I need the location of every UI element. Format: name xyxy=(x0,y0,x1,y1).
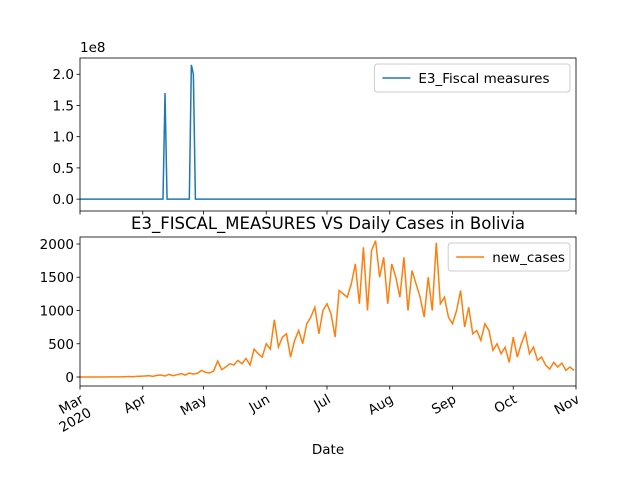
chart-title: E3_FISCAL_MEASURES VS Daily Cases in Bol… xyxy=(131,214,525,234)
x-tick-label: Jun xyxy=(246,391,273,416)
x-tick-label: Apr xyxy=(121,391,150,417)
legend-box xyxy=(447,242,571,272)
y-tick-label: 2000 xyxy=(40,237,74,253)
y-tick-label: 1.0 xyxy=(53,130,74,146)
legend-box xyxy=(373,63,571,93)
data-line xyxy=(80,240,575,378)
legend-label: new_cases xyxy=(492,250,565,266)
x-tick-label: Nov xyxy=(552,391,583,418)
plot-area xyxy=(80,64,576,200)
legend-label: E3_Fiscal measures xyxy=(418,71,549,87)
y-tick-label: 1000 xyxy=(40,304,74,320)
x-tick-label: Aug xyxy=(365,391,396,418)
y-tick-label: 0.0 xyxy=(53,192,74,208)
x-tick-label: Mar2020 xyxy=(49,391,95,436)
data-line xyxy=(80,64,576,200)
x-tick-label: Sep xyxy=(429,391,459,418)
x-tick-label: May xyxy=(178,391,210,419)
y-tick-label: 2.0 xyxy=(53,67,74,83)
x-tick-label: Jul xyxy=(311,391,334,414)
y-tick-label: 0.5 xyxy=(53,161,74,177)
plot-area xyxy=(80,240,575,378)
y-tick-label: 1.5 xyxy=(53,98,74,114)
y-tick-label: 1500 xyxy=(40,270,74,286)
x-tick-label: Oct xyxy=(492,391,520,417)
x-axis-label: Date xyxy=(312,442,344,458)
axes-frame xyxy=(79,57,577,212)
y-tick-label: 0 xyxy=(65,370,74,386)
y-offset-label: 1e8 xyxy=(80,40,105,56)
y-tick-label: 500 xyxy=(48,337,74,353)
axes-frame xyxy=(79,236,577,387)
